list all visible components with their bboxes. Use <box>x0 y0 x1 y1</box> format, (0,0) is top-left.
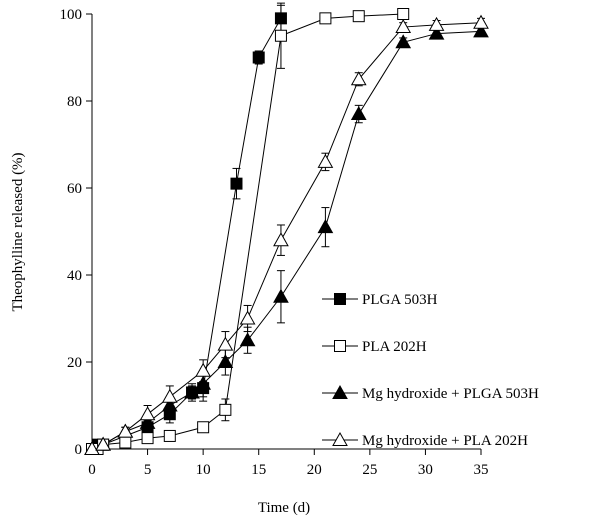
data-point <box>217 336 234 351</box>
y-tick-label: 40 <box>67 268 82 284</box>
data-point <box>219 403 232 416</box>
legend-label: PLA 202H <box>362 339 427 355</box>
series-2 <box>92 2 404 450</box>
data-point <box>473 14 489 29</box>
data-point <box>141 432 154 445</box>
data-point <box>239 310 256 325</box>
data-point <box>239 332 256 347</box>
data-point <box>184 384 200 399</box>
series-line <box>91 22 482 450</box>
legend-label: Mg hydroxide + PLA 202H <box>362 433 528 449</box>
y-tick-label: 60 <box>67 181 82 197</box>
x-tick-label: 10 <box>196 462 211 478</box>
data-point <box>317 153 334 168</box>
plot-area <box>84 2 489 455</box>
y-tick-label: 20 <box>67 355 82 371</box>
x-tick-label: 35 <box>474 462 489 478</box>
legend: PLGA 503H PLA 202H Mg hydroxide + PLGA 503… <box>322 292 539 449</box>
data-point <box>161 388 178 403</box>
x-tick-label: 20 <box>307 462 322 478</box>
data-point <box>350 71 367 86</box>
y-tick-label: 0 <box>75 442 83 458</box>
axes <box>91 14 481 450</box>
legend-label: Mg hydroxide + PLGA 503H <box>362 386 539 402</box>
data-point <box>197 421 210 434</box>
legend-item: PLA 202H <box>322 339 427 355</box>
ticks: 0 20 40 60 80 100 0 5 10 15 20 25 30 35 <box>60 7 489 478</box>
data-point <box>139 406 156 421</box>
data-point <box>119 436 132 449</box>
markers-layer <box>84 8 489 455</box>
data-point <box>273 232 289 247</box>
legend-marker <box>332 384 348 399</box>
data-point <box>195 375 211 390</box>
y-tick-label: 100 <box>60 7 83 23</box>
x-tick-label: 30 <box>418 462 433 478</box>
x-axis-title: Time (d) <box>258 500 310 516</box>
data-point <box>317 219 334 234</box>
data-point <box>473 23 489 38</box>
data-point <box>395 19 412 34</box>
data-point <box>252 51 265 64</box>
data-point <box>428 25 445 40</box>
legend-item: Mg hydroxide + PLA 202H <box>322 431 528 449</box>
legend-label: PLGA 503H <box>362 292 438 308</box>
series-line <box>91 18 282 450</box>
data-point <box>350 106 367 121</box>
legend-marker <box>332 431 348 446</box>
data-point <box>163 429 176 442</box>
legend-item: PLGA 503H <box>322 292 438 308</box>
data-point <box>395 34 412 49</box>
data-point <box>195 362 211 377</box>
y-axis-title: Theophylline released (%) <box>10 152 26 311</box>
legend-item: Mg hydroxide + PLGA 503H <box>322 384 539 402</box>
data-point <box>397 8 410 20</box>
data-point <box>273 288 289 303</box>
data-point <box>95 436 111 451</box>
x-tick-label: 25 <box>362 462 377 478</box>
y-tick-label: 80 <box>67 94 82 110</box>
data-point <box>428 16 445 31</box>
data-point <box>274 12 287 25</box>
data-point <box>161 397 178 412</box>
data-point <box>274 29 287 42</box>
legend-marker <box>334 340 346 352</box>
data-point <box>117 423 134 438</box>
series-4 <box>91 17 485 450</box>
legend-marker <box>334 293 346 305</box>
x-tick-label: 5 <box>144 462 152 478</box>
data-point <box>217 353 234 368</box>
data-point <box>139 414 156 429</box>
data-point <box>319 12 332 25</box>
data-point <box>352 10 365 23</box>
x-tick-label: 15 <box>251 462 266 478</box>
data-point <box>230 177 243 190</box>
x-tick-label: 0 <box>88 462 96 478</box>
data-point <box>84 440 100 455</box>
